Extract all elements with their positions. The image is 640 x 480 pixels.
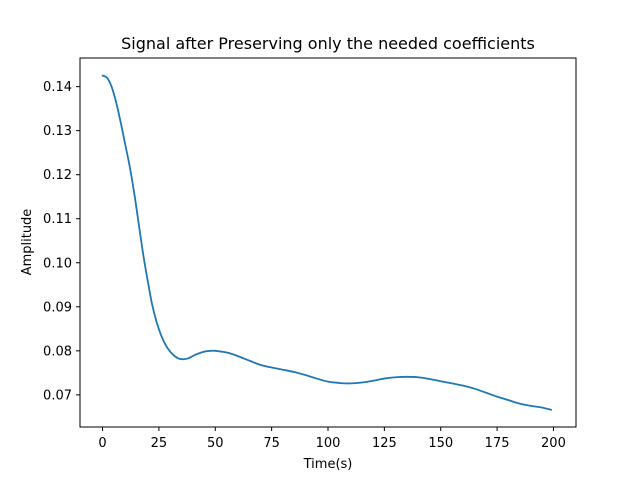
y-tick-label: 0.11	[43, 212, 72, 227]
y-axis: 0.07 0.08 0.09 0.10 0.11 0.12 0.13 0.14	[43, 80, 80, 403]
x-tick-label: 175	[485, 436, 510, 451]
x-tick-label: 0	[98, 436, 106, 451]
x-tick-label: 100	[316, 436, 341, 451]
y-axis-label: Amplitude	[20, 209, 35, 276]
x-tick-label: 25	[151, 436, 168, 451]
plot-area-frame	[79, 57, 577, 428]
x-tick-label: 50	[207, 436, 224, 451]
y-tick-label: 0.10	[43, 256, 72, 271]
y-tick-label: 0.07	[43, 388, 72, 403]
x-tick-label: 125	[372, 436, 397, 451]
y-tick-label: 0.14	[43, 80, 72, 95]
y-tick-label: 0.13	[43, 124, 72, 139]
x-tick-label: 150	[428, 436, 453, 451]
x-tick-label: 200	[541, 436, 566, 451]
series-line-0	[101, 74, 553, 411]
y-tick-label: 0.09	[43, 300, 72, 315]
x-axis: 0 25 50 75 100 125 150 175 200	[98, 427, 566, 451]
y-tick-label: 0.08	[43, 344, 72, 359]
chart-title: Signal after Preserving only the needed …	[121, 34, 535, 53]
series-group	[101, 74, 553, 411]
x-axis-label: Time(s)	[303, 457, 353, 472]
x-tick-label: 75	[263, 436, 280, 451]
y-tick-label: 0.12	[43, 168, 72, 183]
